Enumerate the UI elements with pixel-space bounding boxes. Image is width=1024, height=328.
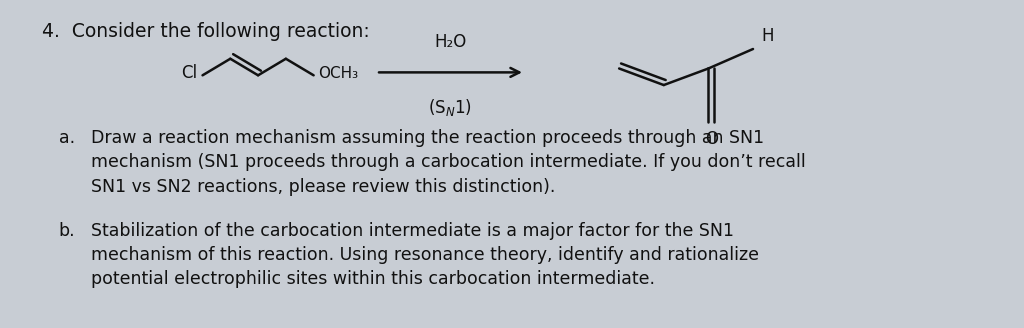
Text: H: H bbox=[761, 27, 773, 45]
Text: O: O bbox=[705, 130, 718, 148]
Text: Cl: Cl bbox=[181, 64, 198, 82]
Text: a.: a. bbox=[58, 129, 75, 147]
Text: b.: b. bbox=[58, 221, 76, 239]
Text: Stabilization of the carbocation intermediate is a major factor for the SN1
mech: Stabilization of the carbocation interme… bbox=[91, 221, 760, 288]
Text: Draw a reaction mechanism assuming the reaction proceeds through an SN1
mechanis: Draw a reaction mechanism assuming the r… bbox=[91, 129, 806, 195]
Text: (S$_{N}$1): (S$_{N}$1) bbox=[428, 97, 472, 118]
Text: 4.  Consider the following reaction:: 4. Consider the following reaction: bbox=[42, 22, 370, 41]
Text: H₂O: H₂O bbox=[434, 33, 467, 51]
Text: OCH₃: OCH₃ bbox=[318, 66, 358, 81]
